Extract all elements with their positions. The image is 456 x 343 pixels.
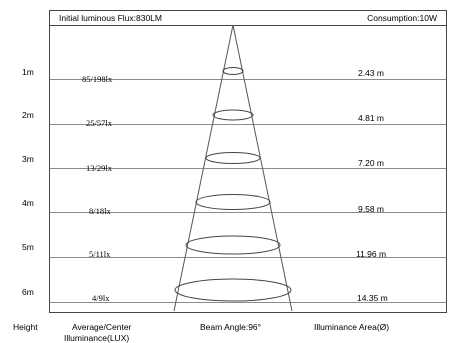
height-label: 3m	[22, 154, 34, 164]
row-1m: 1m 85/198lx 2.43 m	[22, 67, 447, 84]
beam-edge-left	[174, 25, 233, 311]
area-value: 7.20 m	[358, 158, 384, 168]
area-value: 11.96 m	[356, 249, 386, 259]
beam-edge-right	[233, 25, 292, 311]
illuminance-value: 13/29lx	[86, 163, 113, 173]
beam-ellipse	[206, 153, 260, 164]
height-label: 4m	[22, 198, 34, 208]
illuminance-value: 25/57lx	[86, 118, 113, 128]
beam-ellipse	[175, 279, 291, 301]
area-value: 2.43 m	[358, 68, 384, 78]
area-value: 4.81 m	[358, 113, 384, 123]
illuminance-area-label: Illuminance Area(Ø)	[314, 322, 389, 332]
row-5m: 5m 5/11lx 11.96 m	[22, 236, 447, 259]
height-label: 1m	[22, 67, 34, 77]
illuminance-value: 8/18lx	[89, 206, 111, 216]
height-label: 2m	[22, 110, 34, 120]
illuminance-column-label-line1: Average/Center	[72, 322, 132, 332]
beam-ellipse	[213, 110, 253, 120]
row-4m: 4m 8/18lx 9.58 m	[22, 195, 447, 217]
beam-angle-label: Beam Angle:96°	[200, 322, 261, 332]
height-column-label: Height	[13, 322, 38, 332]
height-label: 6m	[22, 287, 34, 297]
beam-ellipse	[186, 236, 280, 254]
height-label: 5m	[22, 242, 34, 252]
diagram-frame	[50, 11, 447, 313]
area-value: 9.58 m	[358, 204, 384, 214]
flux-label: Initial luminous Flux:830LM	[59, 13, 162, 23]
beam-ellipse	[223, 68, 243, 75]
illuminance-value: 85/198lx	[82, 74, 113, 84]
illuminance-value: 4/9lx	[92, 293, 110, 303]
area-value: 14.35 m	[357, 293, 388, 303]
row-6m: 6m 4/9lx 14.35 m	[22, 279, 447, 303]
row-3m: 3m 13/29lx 7.20 m	[22, 153, 447, 174]
consumption-label: Consumption:10W	[367, 13, 437, 23]
illuminance-value: 5/11lx	[89, 249, 111, 259]
beam-ellipse	[196, 195, 270, 210]
row-2m: 2m 25/57lx 4.81 m	[22, 110, 447, 128]
illuminance-column-label-line2: Illuminance(LUX)	[64, 333, 129, 343]
